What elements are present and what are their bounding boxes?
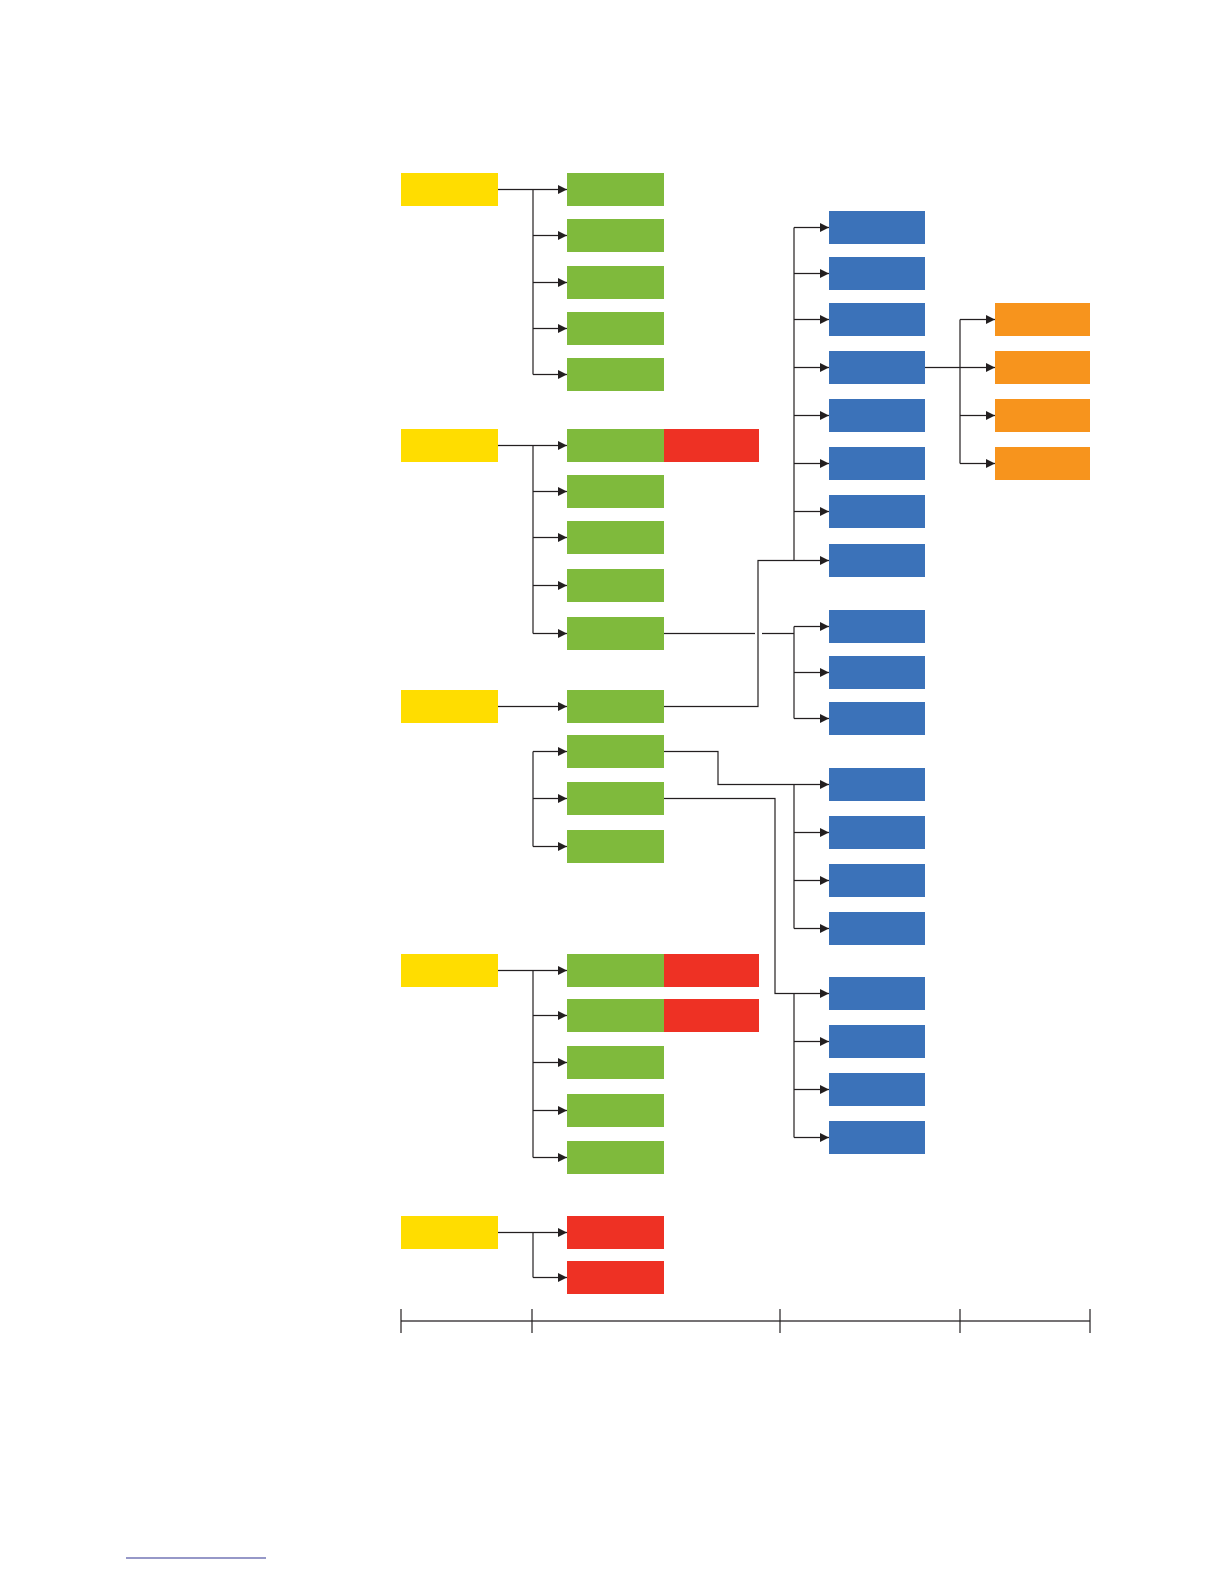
- item-box: [567, 429, 664, 462]
- item-box: [567, 735, 664, 768]
- item-box: [567, 521, 664, 554]
- leaf-box: [995, 399, 1090, 432]
- item-box: [567, 475, 664, 508]
- item-box: [567, 617, 664, 650]
- item-box: [567, 999, 664, 1032]
- flag-box: [664, 429, 759, 462]
- root-box: [401, 954, 498, 987]
- sub-box: [829, 702, 925, 735]
- root-box: [401, 690, 498, 723]
- sub-box: [829, 977, 925, 1010]
- sub-box: [829, 610, 925, 643]
- item-box: [567, 1046, 664, 1079]
- sub-box: [829, 351, 925, 384]
- sub-box: [829, 864, 925, 897]
- item-box: [567, 358, 664, 391]
- sub-box: [829, 447, 925, 480]
- connectors: [126, 185, 1091, 1559]
- connector: [664, 750, 794, 786]
- sub-box: [829, 544, 925, 577]
- item-box: [567, 569, 664, 602]
- item-box-red: [567, 1261, 664, 1294]
- item-box-red: [567, 1216, 664, 1249]
- item-box: [567, 1094, 664, 1127]
- leaf-box: [995, 447, 1090, 480]
- sub-box: [829, 768, 925, 801]
- root-box: [401, 173, 498, 206]
- connector: [664, 797, 794, 995]
- sub-box: [829, 1025, 925, 1058]
- sub-box: [829, 303, 925, 336]
- boxes: [401, 173, 1090, 1294]
- item-box: [567, 690, 664, 723]
- sub-box: [829, 1121, 925, 1154]
- sub-box: [829, 912, 925, 945]
- item-box: [567, 219, 664, 252]
- item-box: [567, 830, 664, 863]
- item-box: [567, 1141, 664, 1174]
- sub-box: [829, 495, 925, 528]
- sub-box: [829, 816, 925, 849]
- sub-box: [829, 257, 925, 290]
- leaf-box: [995, 351, 1090, 384]
- item-box: [567, 954, 664, 987]
- root-box: [401, 1216, 498, 1249]
- leaf-box: [995, 303, 1090, 336]
- flag-box: [664, 954, 759, 987]
- sub-box: [829, 399, 925, 432]
- sub-box: [829, 211, 925, 244]
- sub-box: [829, 1073, 925, 1106]
- flag-box: [664, 999, 759, 1032]
- item-box: [567, 782, 664, 815]
- sub-box: [829, 656, 925, 689]
- connector: [664, 559, 794, 708]
- item-box: [567, 312, 664, 345]
- item-box: [567, 173, 664, 206]
- root-box: [401, 429, 498, 462]
- item-box: [567, 266, 664, 299]
